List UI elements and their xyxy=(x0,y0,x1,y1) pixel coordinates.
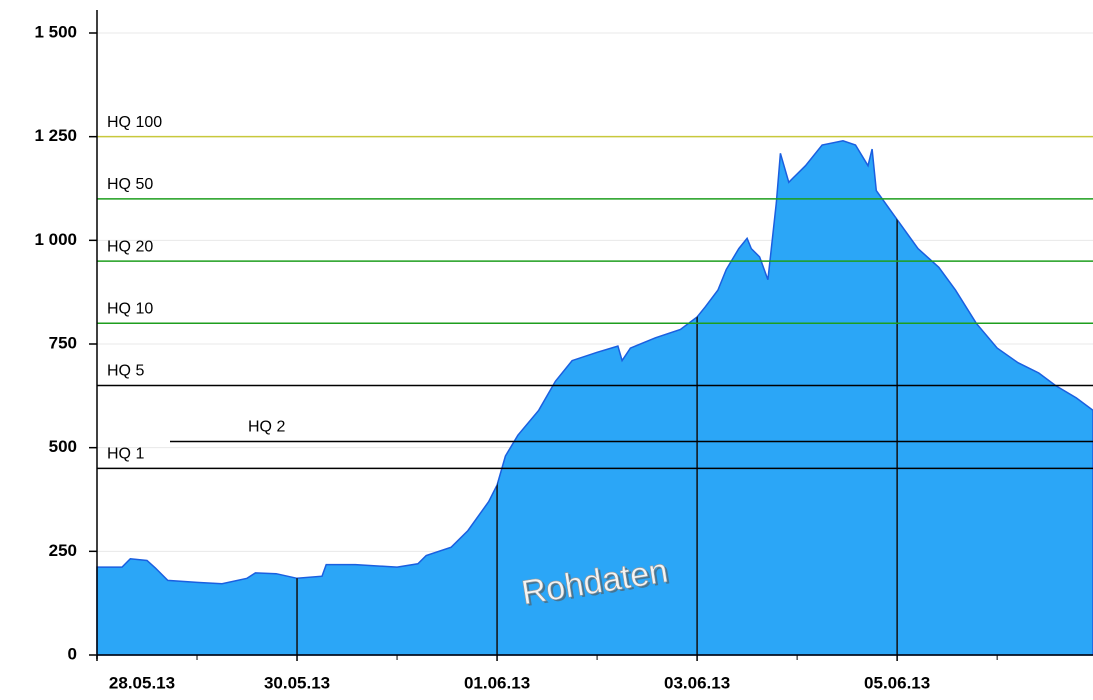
x-tick-label: 01.06.13 xyxy=(464,673,530,692)
x-tick-label: 30.05.13 xyxy=(264,673,330,692)
y-tick-label: 750 xyxy=(49,333,77,352)
x-tick-label: 28.05.13 xyxy=(109,673,175,692)
area xyxy=(96,140,1093,656)
x-tick-label: 05.06.13 xyxy=(864,673,930,692)
x-tick-label: 03.06.13 xyxy=(664,673,730,692)
y-tick-label: 500 xyxy=(49,437,77,456)
reference-label: HQ 5 xyxy=(107,363,144,380)
y-tick-label: 250 xyxy=(49,541,77,560)
y-tick-label: 1 000 xyxy=(34,230,77,249)
y-tick-label: 1 250 xyxy=(34,126,77,145)
reference-label: HQ 2 xyxy=(248,419,285,436)
y-tick-label: 0 xyxy=(68,644,77,663)
reference-label: HQ 100 xyxy=(107,114,162,131)
reference-label: HQ 10 xyxy=(107,300,153,317)
y-tick-label: 1 500 xyxy=(34,22,77,41)
reference-label: HQ 1 xyxy=(107,446,144,463)
reference-label: HQ 20 xyxy=(107,238,153,255)
reference-label: HQ 50 xyxy=(107,176,153,193)
